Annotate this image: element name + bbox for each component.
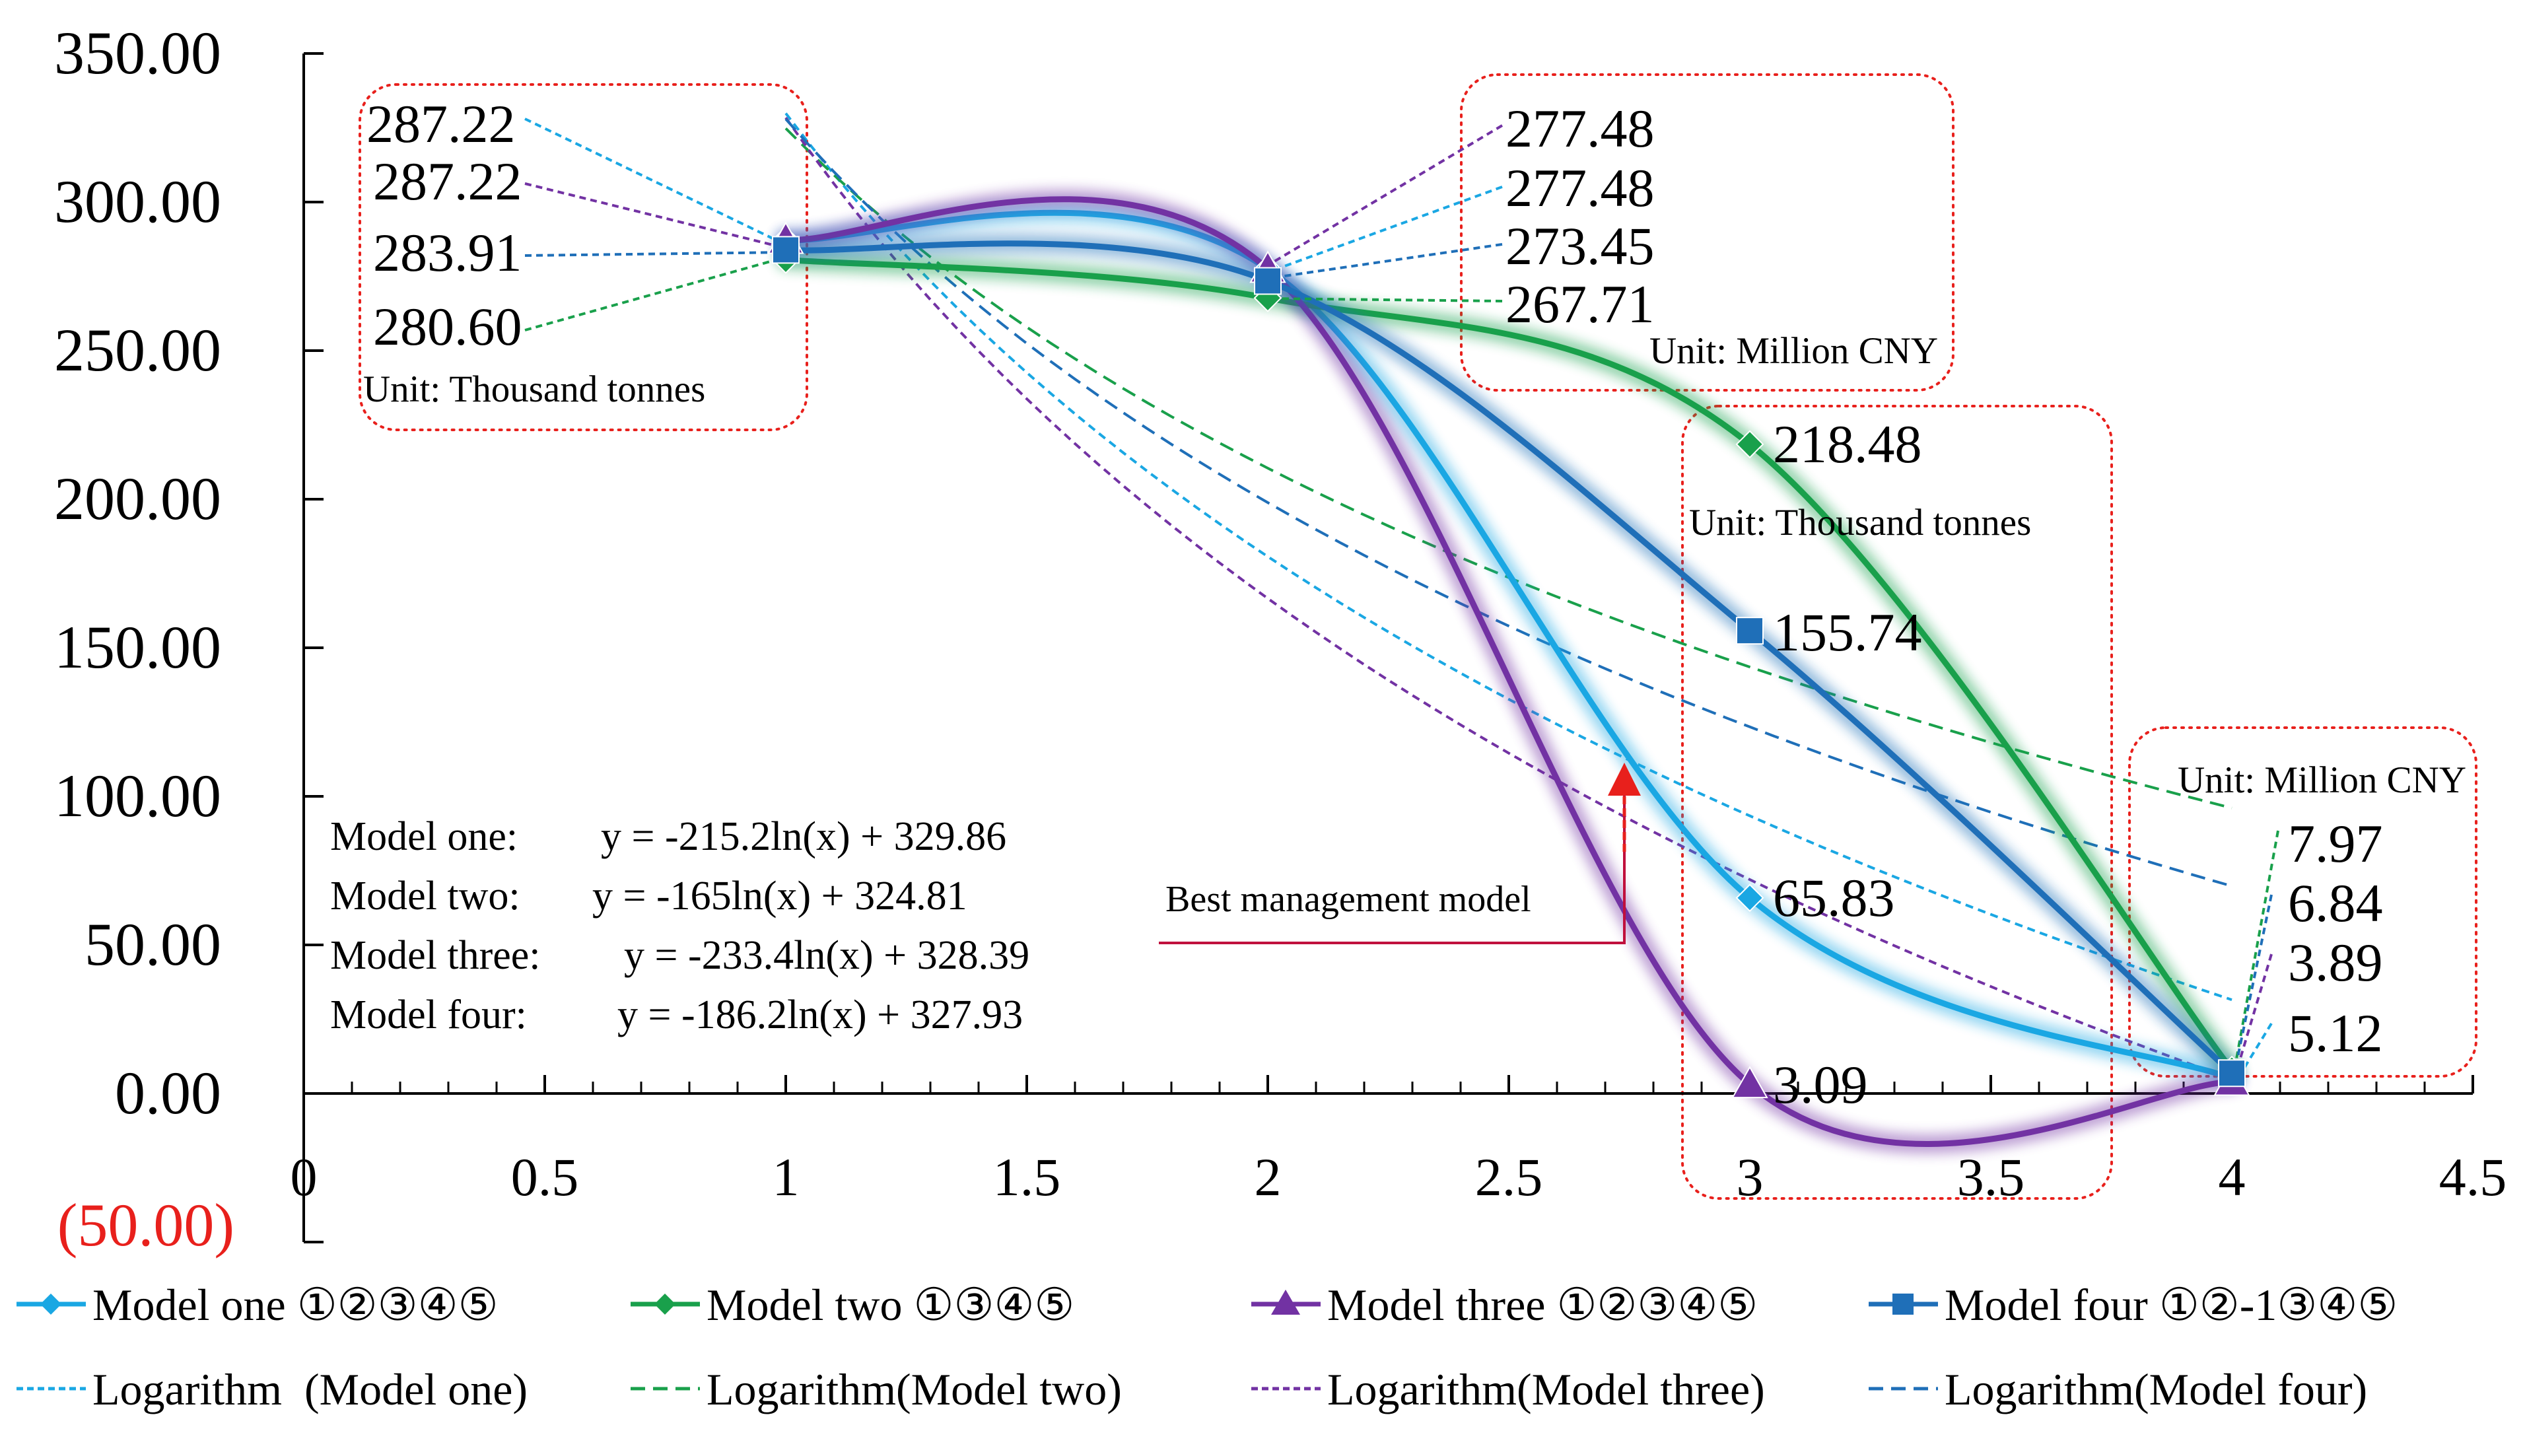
leader-line: [1265, 124, 1504, 267]
legend-marker: [1892, 1294, 1914, 1315]
legend-label: Model two ①③④⑤: [707, 1280, 1074, 1330]
data-labels: Unit: Thousand tonnes Unit: Million CNY Un…: [363, 94, 2466, 1115]
y-tick-label: 150.00: [54, 613, 221, 681]
legend-label: Logarithm(Model two): [707, 1364, 1122, 1414]
y-tick-label: 200.00: [54, 465, 221, 532]
x-tick-label: 4.5: [2439, 1147, 2507, 1207]
unit-label: Unit: Thousand tonnes: [363, 368, 705, 410]
data-label: 280.60: [373, 296, 522, 357]
label-group-box: [1460, 73, 1954, 392]
data-label: 7.97: [2288, 814, 2383, 874]
data-point-triangle: [1731, 1066, 1768, 1099]
data-label: 155.74: [1773, 602, 1922, 662]
equation-model: Model one:: [330, 814, 518, 859]
label-group-boxes: [359, 73, 2477, 1200]
leader-line: [524, 182, 790, 250]
data-label: 283.91: [373, 223, 522, 283]
series-line: [782, 196, 2235, 1147]
series-line: [782, 209, 2235, 1082]
legend-label: Logarithm(Model three): [1327, 1364, 1765, 1414]
data-label: 287.22: [366, 94, 516, 154]
equation-formula: y = -233.4ln(x) + 328.39: [624, 933, 1029, 978]
equations: Model one: y = -215.2ln(x) + 329.86 Model …: [330, 814, 1029, 1037]
series-markers: [767, 221, 2250, 1099]
y-tick-label: 50.00: [85, 911, 221, 978]
y-tick-label: (50.00): [57, 1191, 234, 1259]
legend-label: Model three ①②③④⑤: [1327, 1280, 1758, 1330]
leader-line: [524, 255, 790, 331]
data-label: 65.83: [1773, 868, 1895, 928]
legend: Model one ①②③④⑤ Model two ①③④⑤ Model three…: [17, 1280, 2398, 1414]
data-point-diamond: [1735, 884, 1764, 913]
data-point-square: [1736, 617, 1764, 645]
series-line: [782, 240, 2235, 1076]
data-label: 273.45: [1505, 216, 1655, 276]
unit-label: Unit: Million CNY: [2178, 759, 2466, 801]
equation-model: Model four:: [330, 992, 527, 1037]
series-lines: [776, 189, 2242, 1154]
leader-line: [2231, 894, 2273, 1086]
equation-model: Model three:: [330, 933, 541, 978]
leader-lines: [524, 118, 2279, 1090]
data-label: 3.89: [2288, 932, 2383, 992]
leader-line: [1266, 297, 1503, 302]
legend-label: Model four ①②-1③④⑤: [1945, 1280, 2398, 1330]
x-tick-label: 1: [773, 1147, 800, 1207]
annotation: Best management model: [1159, 763, 1641, 944]
label-group-box: [2128, 726, 2477, 1078]
legend-label: Logarithm(Model four): [1945, 1364, 2367, 1414]
legend-marker: [654, 1294, 675, 1315]
unit-label: Unit: Million CNY: [1649, 330, 1938, 372]
x-tick-label: 2.5: [1475, 1147, 1543, 1207]
x-tick-label: 3.5: [1957, 1147, 2025, 1207]
data-label: 277.48: [1505, 158, 1655, 218]
data-point-square: [772, 236, 800, 264]
leader-line: [524, 118, 790, 248]
x-tick-label: 0: [291, 1147, 318, 1207]
equation-formula: y = -186.2ln(x) + 327.93: [617, 992, 1023, 1037]
data-label: 267.71: [1505, 274, 1655, 334]
trendline: [784, 117, 2232, 1081]
trendline: [784, 118, 2232, 887]
legend-label: Logarithm (Model one): [92, 1364, 528, 1414]
data-label: 6.84: [2288, 873, 2383, 933]
y-tick-label: 300.00: [54, 168, 221, 235]
data-point-square: [2218, 1059, 2246, 1088]
series-line: [782, 256, 2235, 1073]
unit-label: Unit: Thousand tonnes: [1689, 502, 2031, 543]
x-tick-label: 2: [1255, 1147, 1282, 1207]
x-tick-label: 0.5: [511, 1147, 579, 1207]
annotation-text: Best management model: [1165, 879, 1531, 920]
equation-formula: y = -215.2ln(x) + 329.86: [601, 814, 1006, 859]
x-tick-label: 4: [2219, 1147, 2246, 1207]
equation-formula: y = -165ln(x) + 324.81: [592, 874, 967, 919]
data-label: 287.22: [373, 151, 522, 211]
data-label: 5.12: [2288, 1003, 2383, 1063]
y-tick-label: 250.00: [54, 316, 221, 384]
axes: (50.00) 0.00 50.00 100.00 150.00 200.00 250.00…: [54, 19, 2507, 1259]
data-point-square: [1254, 267, 1282, 295]
y-tick-label: 100.00: [54, 762, 221, 829]
data-label: 277.48: [1505, 98, 1655, 158]
y-tick-label: 0.00: [115, 1059, 221, 1127]
legend-label: Model one ①②③④⑤: [92, 1280, 499, 1330]
y-tick-label: 350.00: [54, 19, 221, 87]
leader-line: [2231, 1022, 2273, 1090]
leader-line: [1266, 186, 1503, 274]
data-label: 3.09: [1773, 1055, 1868, 1115]
legend-marker: [1271, 1290, 1300, 1315]
data-point-diamond: [1735, 430, 1764, 459]
leader-line: [1266, 243, 1503, 280]
x-tick-label: 3: [1737, 1147, 1764, 1207]
equation-model: Model two:: [330, 874, 520, 919]
legend-marker: [40, 1294, 61, 1315]
x-tick-label: 1.5: [993, 1147, 1061, 1207]
data-label: 218.48: [1773, 414, 1922, 474]
leader-line: [524, 251, 790, 257]
